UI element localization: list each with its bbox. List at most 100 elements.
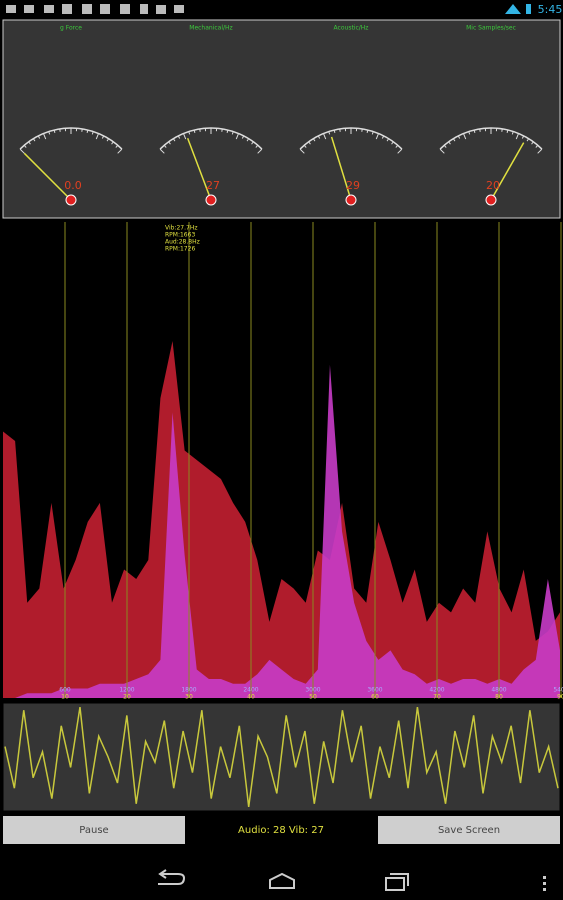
gauge-title: Mechanical/Hz	[189, 25, 232, 32]
gauge-tick	[521, 135, 525, 139]
gauge-readout: 27	[206, 179, 220, 192]
gauge-tick	[317, 135, 321, 139]
gauge-tick	[535, 144, 539, 148]
gauge-tick	[443, 144, 447, 148]
gauge-tick	[257, 148, 263, 154]
gauge-tick	[303, 144, 307, 148]
gauge-tick	[168, 141, 171, 145]
gauge-tick	[231, 131, 234, 135]
x-label-hz: 10	[61, 694, 69, 701]
x-label-rpm: 5400	[553, 687, 563, 694]
save-button[interactable]	[378, 816, 560, 844]
gauge-readout: 29	[346, 179, 360, 192]
gauge-tick	[91, 131, 94, 135]
gauge-tick	[48, 131, 51, 135]
gauge-hub	[485, 194, 497, 206]
gauge-tick	[531, 141, 534, 145]
gauge-tick	[32, 138, 36, 142]
gauge-tick	[251, 141, 254, 145]
gauge-title: g Force	[60, 25, 82, 32]
x-label-hz: 80	[495, 694, 503, 701]
x-label-rpm: 3600	[367, 687, 382, 694]
gauge-tick	[397, 148, 403, 154]
gauge-hub	[65, 194, 77, 206]
gauge-tick	[312, 138, 316, 142]
gauge-tick	[366, 129, 369, 134]
gauge-tick	[19, 148, 25, 154]
gauge-panel	[2, 19, 561, 219]
x-label-hz: 20	[123, 694, 131, 701]
gauge-tick	[101, 135, 105, 139]
gauge-tick	[457, 135, 461, 139]
home-button[interactable]	[269, 872, 295, 889]
gauge-tick	[333, 129, 336, 134]
gauge-tick	[371, 131, 374, 135]
gauge-arc	[19, 127, 123, 150]
gauge-arc	[439, 127, 543, 150]
gauge-readout: 20	[486, 179, 500, 192]
spectrum-annotation: Aud:28.8Hz	[165, 239, 200, 246]
gauge-tick	[439, 148, 445, 154]
gauge-tick	[182, 133, 187, 140]
gauges: g Force 0.0 Mechanical/Hz 27 Acoustic/Hz 29 Mi…	[19, 25, 543, 206]
gauge-tick	[506, 129, 509, 134]
gauge-tick	[255, 144, 259, 148]
gauge-tick	[515, 133, 520, 140]
gauge-arc	[159, 127, 263, 150]
gauge-tick	[473, 129, 476, 134]
pause-button[interactable]	[3, 816, 185, 844]
x-label-hz: 40	[247, 694, 255, 701]
gauge-tick	[117, 148, 123, 154]
gauge-tick	[375, 133, 380, 140]
gauge-tick	[172, 138, 176, 142]
gauge-needle	[490, 142, 525, 201]
gauge-tick	[23, 144, 27, 148]
x-label-hz: 90	[557, 694, 563, 701]
x-label-hz: 30	[185, 694, 193, 701]
gauge-tick	[391, 141, 394, 145]
gauge-arc	[299, 127, 403, 150]
gauge-tick	[37, 135, 41, 139]
gauge-title: Acoustic/Hz	[334, 25, 369, 32]
back-button[interactable]	[158, 869, 186, 885]
gauge-tick	[86, 129, 89, 134]
recents-button[interactable]	[385, 873, 409, 891]
gauge-tick	[42, 133, 47, 140]
gauge-tick	[111, 141, 114, 145]
menu-button[interactable]	[543, 876, 546, 891]
notification-icons	[6, 4, 184, 14]
spectrum-annotation: Vib:27.7Hz	[165, 225, 198, 232]
gauge-tick	[188, 131, 191, 135]
gauge-tick	[235, 133, 240, 140]
gauge-tick	[468, 131, 471, 135]
gauge-hub	[345, 194, 357, 206]
gauge-hub	[205, 194, 217, 206]
gauge-tick	[448, 141, 451, 145]
gauge-tick	[246, 138, 250, 142]
gauge-tick	[299, 148, 305, 154]
gauge-tick	[241, 135, 245, 139]
gauge-needle	[186, 137, 212, 201]
system-icons	[505, 4, 531, 14]
save-label[interactable]: Save Screen	[438, 825, 500, 836]
gauge-title: Mic Samples/sec	[466, 25, 516, 32]
x-label-hz: 60	[371, 694, 379, 701]
x-label-rpm: 1200	[119, 687, 134, 694]
x-label-hz: 50	[309, 694, 317, 701]
gauge-tick	[322, 133, 327, 140]
clock: 5:45	[538, 3, 563, 16]
gauge-tick	[526, 138, 530, 142]
gauge-tick	[163, 144, 167, 148]
gauge-needle	[330, 136, 352, 201]
nav-bar	[158, 869, 409, 891]
gauge-tick	[53, 129, 56, 134]
spectrum-annotation: RPM:1726	[165, 246, 195, 253]
x-label-rpm: 3000	[305, 687, 320, 694]
pause-label[interactable]: Pause	[79, 825, 108, 836]
gauge-tick	[395, 144, 399, 148]
gauge-tick	[386, 138, 390, 142]
status-readout: Audio: 28 Vib: 27	[238, 825, 324, 836]
